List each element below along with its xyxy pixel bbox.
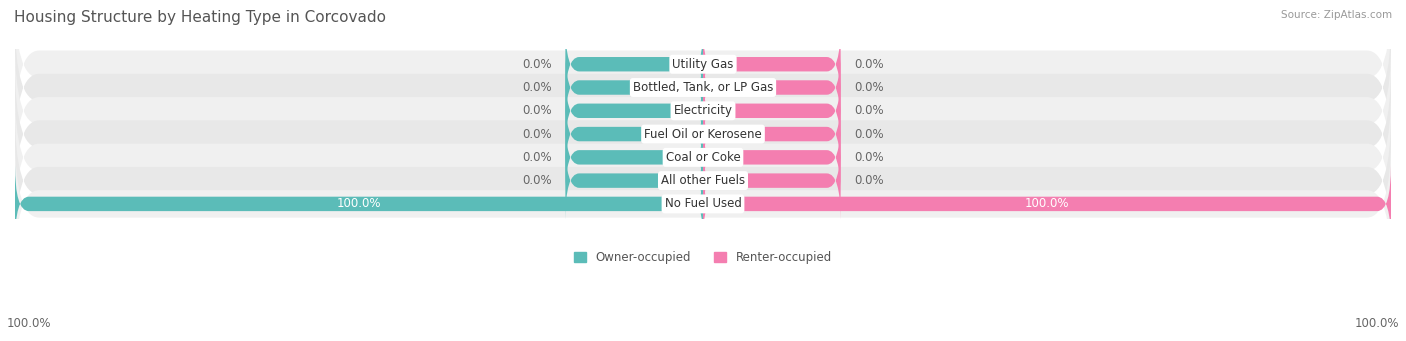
FancyBboxPatch shape — [15, 165, 703, 243]
Text: Housing Structure by Heating Type in Corcovado: Housing Structure by Heating Type in Cor… — [14, 10, 387, 25]
FancyBboxPatch shape — [565, 48, 703, 127]
Text: Coal or Coke: Coal or Coke — [665, 151, 741, 164]
Text: 0.0%: 0.0% — [855, 174, 884, 187]
FancyBboxPatch shape — [565, 118, 703, 197]
FancyBboxPatch shape — [15, 90, 1391, 225]
Text: 0.0%: 0.0% — [522, 174, 551, 187]
Text: Fuel Oil or Kerosene: Fuel Oil or Kerosene — [644, 128, 762, 140]
FancyBboxPatch shape — [703, 72, 841, 150]
FancyBboxPatch shape — [565, 95, 703, 174]
FancyBboxPatch shape — [565, 25, 703, 104]
FancyBboxPatch shape — [15, 136, 1391, 272]
Text: 100.0%: 100.0% — [7, 317, 52, 330]
FancyBboxPatch shape — [703, 48, 841, 127]
Text: Bottled, Tank, or LP Gas: Bottled, Tank, or LP Gas — [633, 81, 773, 94]
FancyBboxPatch shape — [15, 0, 1391, 132]
Text: 0.0%: 0.0% — [855, 128, 884, 140]
Text: 100.0%: 100.0% — [1025, 197, 1069, 210]
FancyBboxPatch shape — [703, 141, 841, 220]
Text: Electricity: Electricity — [673, 104, 733, 117]
Text: 100.0%: 100.0% — [1354, 317, 1399, 330]
Text: Utility Gas: Utility Gas — [672, 58, 734, 71]
Text: 0.0%: 0.0% — [522, 81, 551, 94]
FancyBboxPatch shape — [565, 141, 703, 220]
FancyBboxPatch shape — [15, 113, 1391, 248]
FancyBboxPatch shape — [15, 66, 1391, 202]
Text: 0.0%: 0.0% — [522, 128, 551, 140]
Text: 0.0%: 0.0% — [522, 104, 551, 117]
Text: 0.0%: 0.0% — [855, 104, 884, 117]
Text: 100.0%: 100.0% — [337, 197, 381, 210]
Legend: Owner-occupied, Renter-occupied: Owner-occupied, Renter-occupied — [574, 251, 832, 264]
Text: 0.0%: 0.0% — [522, 151, 551, 164]
Text: Source: ZipAtlas.com: Source: ZipAtlas.com — [1281, 10, 1392, 20]
Text: 0.0%: 0.0% — [855, 58, 884, 71]
Text: 0.0%: 0.0% — [522, 58, 551, 71]
FancyBboxPatch shape — [703, 25, 841, 104]
FancyBboxPatch shape — [15, 20, 1391, 155]
Text: All other Fuels: All other Fuels — [661, 174, 745, 187]
FancyBboxPatch shape — [703, 95, 841, 174]
Text: No Fuel Used: No Fuel Used — [665, 197, 741, 210]
Text: 0.0%: 0.0% — [855, 81, 884, 94]
FancyBboxPatch shape — [15, 43, 1391, 179]
FancyBboxPatch shape — [703, 118, 841, 197]
FancyBboxPatch shape — [565, 72, 703, 150]
FancyBboxPatch shape — [703, 165, 1391, 243]
Text: 0.0%: 0.0% — [855, 151, 884, 164]
